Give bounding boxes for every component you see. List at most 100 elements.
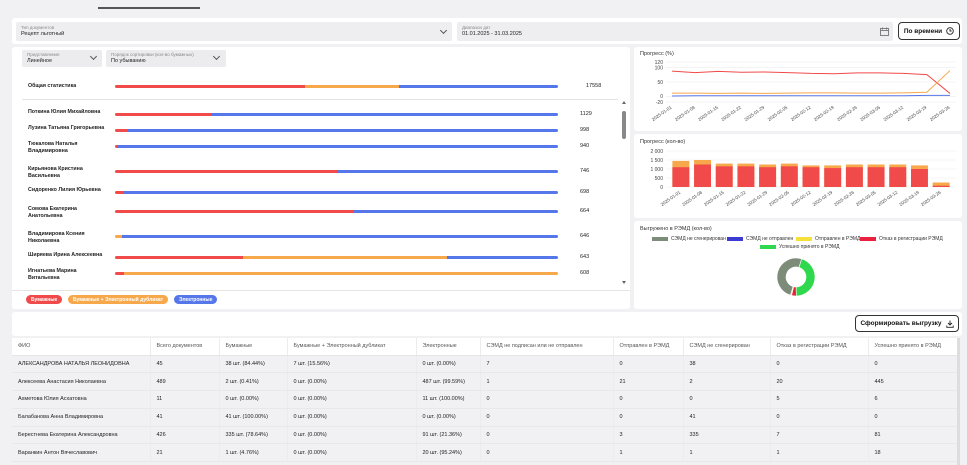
doc-type-select[interactable]: Тип документов Рецепт льготный bbox=[16, 22, 452, 41]
remd-title: Выгружено в РЭМД (кол-во) bbox=[640, 226, 712, 232]
employee-bar bbox=[115, 145, 558, 148]
employee-name: Ширяева Ирина Алексеевна bbox=[28, 252, 103, 258]
employee-count: 643 bbox=[580, 254, 590, 260]
bar-segment-paper bbox=[115, 191, 124, 194]
y-tick-label: -20 bbox=[656, 100, 663, 106]
bar-red bbox=[715, 166, 733, 187]
bar-segment-paper bbox=[115, 210, 355, 213]
calendar-icon[interactable] bbox=[880, 27, 889, 36]
y-tick-label: 500 bbox=[655, 176, 664, 182]
y-tick-label: 120 bbox=[655, 60, 664, 66]
bar-segment-paper bbox=[115, 85, 306, 88]
employee-bar bbox=[115, 113, 558, 116]
table-cell: 0 bbox=[479, 443, 613, 463]
x-tick-label: 2025-02-19 bbox=[813, 104, 835, 122]
employee-stats-panel bbox=[12, 47, 630, 309]
table-cell: 21 bbox=[149, 443, 219, 463]
x-tick-label: 2025-03-26 bbox=[929, 104, 951, 122]
table-cell: 6 bbox=[867, 390, 960, 409]
x-tick-label: 2025-03-26 bbox=[920, 189, 942, 207]
bar-segment-electronic bbox=[128, 129, 558, 132]
column-header[interactable]: Бумажные bbox=[218, 338, 287, 356]
table-row[interactable]: Варанкин Антон Вячеславович 21 1 шт. (4.76… bbox=[12, 443, 960, 463]
employee-count: 746 bbox=[580, 168, 590, 174]
table-row[interactable]: Балабанова Анна Владимировна 41 41 шт. (10… bbox=[12, 408, 960, 427]
date-range-value: 01.01.2025 - 31.03.2025 bbox=[462, 31, 522, 37]
table-row[interactable]: АЛЕКСАНДРОВА НАТАЛЬЯ ЛЕОНИДОВНА 45 38 шт. … bbox=[12, 355, 960, 374]
column-header[interactable]: СЭМД не сгенерирован bbox=[682, 338, 770, 356]
column-header[interactable]: Бумажные + Электронный дубликат bbox=[286, 338, 416, 356]
export-button[interactable]: Сформировать выгрузку bbox=[855, 315, 959, 332]
employee-name: Сидоренко Лилия Юрьевна bbox=[28, 187, 101, 193]
bar-segment-electronic bbox=[354, 210, 558, 213]
x-tick-label: 2025-01-29 bbox=[746, 189, 768, 207]
active-tab-indicator bbox=[98, 7, 200, 9]
employee-count: 698 bbox=[580, 189, 590, 195]
x-tick-label: 2025-02-05 bbox=[767, 104, 789, 122]
table-cell: 41 bbox=[682, 408, 770, 427]
y-tick-label: 100 bbox=[655, 66, 664, 72]
remd-legend-not-sent: СЭМД не отправлен bbox=[727, 236, 793, 242]
table-cell: 0 bbox=[479, 408, 613, 427]
table-row[interactable]: Алексеева Анастасия Николаевна 489 2 шт. (… bbox=[12, 372, 960, 392]
view-select[interactable]: Представление Линейное bbox=[22, 50, 102, 67]
table-cell: 489 bbox=[149, 372, 219, 392]
scrollbar-track[interactable] bbox=[622, 101, 626, 285]
table-cell: 11 bbox=[149, 390, 219, 409]
bar-red bbox=[672, 167, 690, 187]
column-header[interactable]: Успешно принято в РЭМД bbox=[867, 338, 960, 356]
table-cell: 41 шт. (100.00%) bbox=[218, 408, 287, 427]
table-cell: 7 bbox=[769, 426, 868, 445]
column-header[interactable]: Отправлен в РЭМД bbox=[612, 338, 683, 356]
scrollbar-thumb[interactable] bbox=[622, 111, 626, 139]
bar-segment-electronic bbox=[212, 113, 558, 116]
table-cell: 11 шт. (100.00%) bbox=[415, 390, 480, 409]
bar-red bbox=[911, 169, 928, 187]
table-cell: Алексеева Анастасия Николаевна bbox=[12, 372, 150, 392]
clock-icon bbox=[946, 27, 954, 35]
x-tick-label: 2025-03-12 bbox=[877, 189, 899, 207]
x-tick-label: 2025-01-22 bbox=[725, 189, 747, 207]
table-scrollbar[interactable] bbox=[957, 338, 960, 465]
by-time-button[interactable]: По времени bbox=[898, 22, 960, 40]
column-header[interactable]: Электронные bbox=[415, 338, 480, 356]
x-tick-label: 2025-03-12 bbox=[883, 104, 905, 122]
bar-segment-electronic bbox=[121, 235, 558, 238]
view-value: Линейное bbox=[27, 58, 53, 64]
x-tick-label: 2025-02-05 bbox=[768, 189, 790, 207]
employee-bar bbox=[115, 210, 558, 213]
table-row[interactable]: Берестнева Екатерина Александровна 426 335… bbox=[12, 426, 960, 445]
column-header[interactable]: Всего документов bbox=[149, 338, 219, 356]
bar-red bbox=[824, 168, 842, 187]
table-cell: 20 шт. (95.24%) bbox=[415, 443, 480, 463]
employee-count: 664 bbox=[580, 208, 590, 214]
series-line bbox=[671, 94, 950, 97]
legend-divider bbox=[12, 290, 630, 291]
scrollbar-up-arrow[interactable] bbox=[622, 101, 626, 104]
column-header[interactable]: Отказ в регистрации РЭМД bbox=[769, 338, 868, 356]
table-cell: 0 bbox=[769, 355, 868, 374]
column-header[interactable]: ФИО bbox=[12, 338, 150, 356]
doc-type-value: Рецепт льготный bbox=[21, 31, 65, 37]
progress-percent-title: Прогресс (%) bbox=[640, 51, 674, 57]
sort-select[interactable]: Порядок сортировки (кол-во бумажных) По … bbox=[106, 50, 226, 67]
divider bbox=[22, 99, 618, 100]
table-cell: 7 шт. (15.56%) bbox=[286, 355, 416, 374]
table-cell: 0 bbox=[612, 390, 683, 409]
table-cell: АЛЕКСАНДРОВА НАТАЛЬЯ ЛЕОНИДОВНА bbox=[12, 355, 150, 374]
bar-segment-paper bbox=[115, 256, 244, 259]
column-header[interactable]: СЭМД не подписан или не отправлен bbox=[479, 338, 613, 356]
bar-red bbox=[932, 185, 950, 187]
employee-name: Кирьянова Кристина Васильевна bbox=[28, 166, 83, 179]
table-cell: 0 шт. (0.00%) bbox=[286, 408, 416, 427]
scrollbar-down-arrow[interactable] bbox=[622, 281, 626, 284]
table-header-row: ФИО Всего документов Бумажные Бумажные + Эл… bbox=[12, 338, 960, 356]
table-cell: 81 bbox=[867, 426, 960, 445]
employee-name: Владимирова Ксения Николаевна bbox=[28, 231, 85, 244]
table-row[interactable]: Ахметова Юлия Асхатовна 11 0 шт. (0.00%) 0 … bbox=[12, 390, 960, 409]
bar-red bbox=[759, 167, 777, 187]
date-range-input[interactable]: Диапазон дат 01.01.2025 - 31.03.2025 bbox=[457, 22, 893, 41]
table-cell: 0 bbox=[769, 408, 868, 427]
table-cell: 335 bbox=[682, 426, 770, 445]
